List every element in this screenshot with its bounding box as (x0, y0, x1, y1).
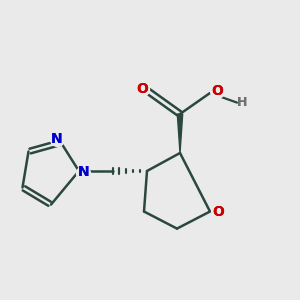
Text: H: H (237, 96, 247, 109)
Text: H: H (237, 96, 247, 109)
Text: N: N (51, 132, 62, 146)
Text: N: N (51, 132, 62, 146)
Polygon shape (177, 114, 183, 153)
Text: N: N (77, 166, 89, 179)
Text: O: O (136, 82, 148, 96)
Text: O: O (211, 84, 223, 98)
Text: O: O (212, 205, 224, 218)
Text: O: O (211, 84, 223, 98)
Text: O: O (212, 205, 224, 218)
Text: N: N (77, 166, 89, 179)
Text: O: O (136, 82, 148, 96)
